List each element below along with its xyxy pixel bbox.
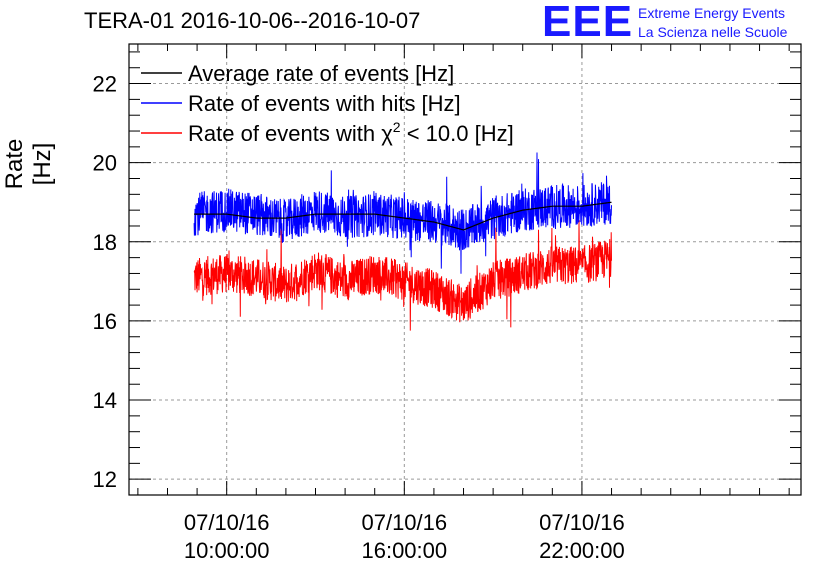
- y-tick-label: 14: [93, 388, 117, 413]
- tick-labels: 12 14 16 18 20 22 07/10/16 10:00:00 07/10/16 16:0…: [93, 72, 625, 563]
- legend-chi2-sup: 2: [393, 119, 401, 135]
- eee-logo-text: Extreme Energy Events La Scienza nelle S…: [638, 4, 787, 42]
- y-tick-label: 20: [93, 151, 117, 176]
- y-tick-label: 22: [93, 72, 117, 97]
- legend-label-avg: Average rate of events [Hz]: [188, 61, 454, 86]
- x-tick-time: 22:00:00: [539, 538, 625, 563]
- eee-logo-mark: EEE: [542, 0, 634, 46]
- series-line-hits: [193, 152, 612, 274]
- series-line-chi2: [193, 220, 612, 331]
- legend-label-hits: Rate of events with hits [Hz]: [188, 91, 461, 116]
- legend-chi2-suffix: < 10.0 [Hz]: [401, 121, 514, 146]
- y-tick-label: 18: [93, 230, 117, 255]
- x-tick-time: 10:00:00: [184, 538, 270, 563]
- x-tick-time: 16:00:00: [361, 538, 447, 563]
- chart-title: TERA-01 2016-10-06--2016-10-07: [84, 8, 421, 33]
- series-lines: [193, 152, 612, 331]
- logo-line-2: La Scienza nelle Scuole: [638, 24, 788, 40]
- series-line-average: [194, 201, 612, 231]
- x-tick-date: 07/10/16: [184, 510, 270, 535]
- x-tick-date: 07/10/16: [539, 510, 625, 535]
- plot-frame: [128, 43, 802, 496]
- legend-chi2-symbol: χ: [381, 121, 393, 146]
- legend: Average rate of events [Hz] Rate of even…: [141, 61, 514, 146]
- legend-label-chi2: Rate of events with χ2 < 10.0 [Hz]: [188, 119, 514, 146]
- legend-chi2-prefix: Rate of events with: [188, 121, 381, 146]
- y-tick-label: 12: [93, 467, 117, 492]
- logo-line-1: Extreme Energy Events: [638, 5, 786, 21]
- y-tick-label: 16: [93, 309, 117, 334]
- axis-ticks: [129, 44, 801, 495]
- x-tick-date: 07/10/16: [361, 510, 447, 535]
